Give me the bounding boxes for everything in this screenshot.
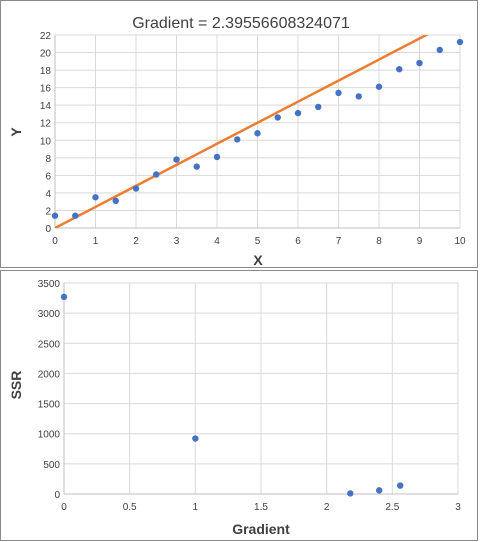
fit-line <box>55 35 429 228</box>
x-tick-label: 1.5 <box>254 502 268 513</box>
fit-line-layer <box>55 35 429 228</box>
y-axis-title: Y <box>8 127 24 137</box>
y-tick-label: 2000 <box>38 369 61 380</box>
data-point <box>355 93 362 100</box>
x-tick-label: 1 <box>93 236 99 247</box>
y-tick-label: 8 <box>45 154 51 165</box>
y-tick-label: 4 <box>45 189 51 200</box>
y-tick-label: 0 <box>45 224 51 235</box>
data-point <box>274 114 281 121</box>
y-tick-label: 22 <box>40 31 52 42</box>
y-tick-label: 6 <box>45 171 51 182</box>
x-tick-label: 7 <box>336 236 342 247</box>
x-tick-label: 3 <box>455 502 461 513</box>
x-tick-label: 1 <box>193 502 199 513</box>
y-tick-label: 12 <box>40 119 52 130</box>
data-point <box>193 163 200 170</box>
y-tick-label: 500 <box>43 460 60 471</box>
data-point <box>153 171 160 178</box>
data-point <box>254 130 261 137</box>
x-tick-label: 2.5 <box>385 502 399 513</box>
axes <box>63 283 458 495</box>
data-point <box>436 46 443 54</box>
data-point <box>456 38 464 46</box>
data-point <box>397 482 404 489</box>
y-tick-label: 2 <box>45 206 51 217</box>
data-point <box>234 136 241 143</box>
x-tick-label: 0.5 <box>123 502 137 513</box>
y-tick-label: 10 <box>40 136 52 147</box>
data-point <box>51 212 59 219</box>
chart-panel-bottom: 0 0.5 1 1.5 2 2.5 3 0 500 1000 1500 2000 2500 3000 35… <box>0 270 478 541</box>
ssr-chart: 0 0.5 1 1.5 2 2.5 3 0 500 1000 1500 2000 2500 3000 35… <box>8 279 461 537</box>
x-tick-label: 3 <box>174 236 180 247</box>
chart-panel-top: 0 1 2 3 4 5 6 7 8 9 10 0 2 4 6 8 10 12 14 16 18 20 22 Gradien… <box>0 0 478 268</box>
data-point <box>347 490 354 497</box>
y-tick-labels: 0 2 4 6 8 10 12 14 16 18 20 22 <box>40 31 52 235</box>
x-tick-label: 5 <box>255 236 261 247</box>
y-tick-label: 1000 <box>38 430 61 441</box>
grid-lines <box>63 282 459 495</box>
x-tick-label: 8 <box>376 236 382 247</box>
data-point <box>396 66 403 73</box>
data-points <box>51 38 464 219</box>
x-tick-label: 6 <box>295 236 301 247</box>
x-tick-label: 0 <box>61 502 67 513</box>
data-point <box>416 59 423 67</box>
chart-title: Gradient = 2.39556608324071 <box>132 15 350 32</box>
y-axis-title: SSR <box>8 371 24 400</box>
data-point <box>60 293 68 301</box>
y-tick-label: 3500 <box>38 279 61 290</box>
x-axis-title: X <box>253 252 263 268</box>
y-tick-label: 1500 <box>38 400 61 411</box>
y-tick-label: 0 <box>54 490 60 501</box>
x-tick-label: 2 <box>133 236 139 247</box>
x-tick-labels: 0 0.5 1 1.5 2 2.5 3 <box>61 502 461 513</box>
y-tick-labels: 0 500 1000 1500 2000 2500 3000 3500 <box>38 279 61 501</box>
data-point <box>192 435 199 442</box>
data-point <box>294 109 302 117</box>
y-tick-label: 3000 <box>38 309 61 320</box>
data-point <box>132 185 140 192</box>
data-point <box>112 197 119 205</box>
x-axis-title: Gradient <box>232 521 290 537</box>
y-tick-label: 2500 <box>38 339 61 350</box>
x-tick-label: 4 <box>214 236 220 247</box>
x-tick-labels: 0 1 2 3 4 5 6 7 8 9 10 <box>52 236 466 247</box>
data-point <box>213 153 221 161</box>
data-point <box>376 487 383 494</box>
data-point <box>92 194 99 201</box>
data-point <box>375 83 383 90</box>
data-point <box>72 212 79 219</box>
y-tick-label: 16 <box>40 84 52 95</box>
axes <box>54 35 460 229</box>
data-point <box>335 89 342 97</box>
y-tick-label: 20 <box>40 49 52 60</box>
x-tick-label: 2 <box>324 502 330 513</box>
data-point <box>315 103 322 111</box>
data-point <box>173 156 180 163</box>
data-points <box>60 293 404 497</box>
y-tick-label: 14 <box>40 101 52 112</box>
y-tick-label: 18 <box>40 66 52 77</box>
x-tick-label: 10 <box>454 236 466 247</box>
x-tick-label: 9 <box>417 236 423 247</box>
x-tick-label: 0 <box>52 236 58 247</box>
